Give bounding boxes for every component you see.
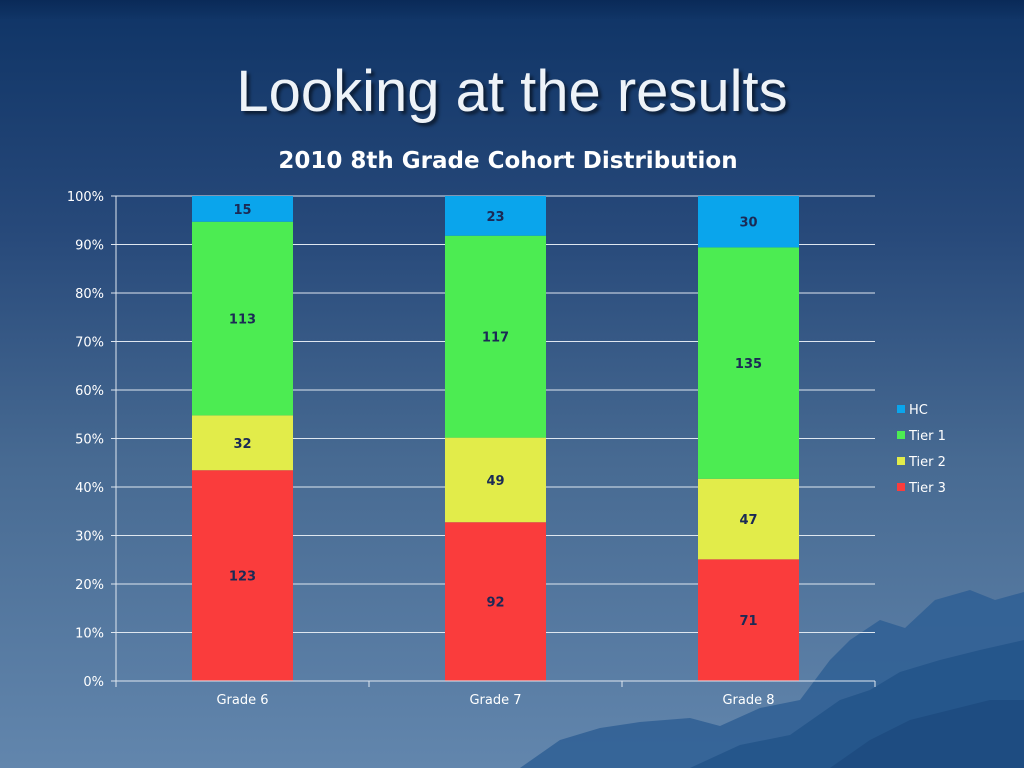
bar-segment bbox=[192, 470, 293, 681]
y-tick-label: 50% bbox=[75, 433, 104, 448]
y-tick-label: 0% bbox=[83, 675, 104, 690]
data-label: 30 bbox=[739, 216, 757, 231]
data-label: 92 bbox=[486, 596, 504, 611]
bar-segment bbox=[445, 196, 546, 236]
bar-segment bbox=[192, 196, 293, 222]
bar-segment bbox=[698, 247, 799, 479]
x-tick-label: Grade 8 bbox=[722, 693, 774, 708]
y-tick-label: 70% bbox=[75, 336, 104, 351]
y-tick-label: 40% bbox=[75, 481, 104, 496]
y-tick-label: 30% bbox=[75, 530, 104, 545]
data-label: 23 bbox=[486, 210, 504, 225]
bar-segment bbox=[445, 522, 546, 681]
y-tick-label: 80% bbox=[75, 287, 104, 302]
slide-title: Looking at the results bbox=[236, 59, 788, 124]
x-tick-label: Grade 6 bbox=[216, 693, 268, 708]
legend-label: Tier 1 bbox=[908, 429, 946, 444]
bars: 123 32 113 15 92 49 117 23 71 47 135 30 bbox=[192, 196, 799, 681]
y-tick-label: 100% bbox=[67, 190, 104, 205]
bar-segment bbox=[192, 221, 293, 416]
data-label: 117 bbox=[482, 331, 509, 346]
y-tick-label: 10% bbox=[75, 627, 104, 642]
bar-segment bbox=[698, 196, 799, 248]
data-label: 32 bbox=[233, 437, 251, 452]
data-label: 15 bbox=[233, 203, 251, 218]
legend-label: HC bbox=[909, 403, 928, 418]
data-label: 49 bbox=[486, 474, 504, 489]
chart-title: 2010 8th Grade Cohort Distribution bbox=[278, 148, 738, 174]
data-label: 123 bbox=[229, 570, 256, 585]
data-label: 47 bbox=[739, 513, 757, 528]
legend-swatch bbox=[897, 431, 905, 439]
bar-segment bbox=[445, 437, 546, 523]
y-tick-label: 20% bbox=[75, 578, 104, 593]
legend-label: Tier 2 bbox=[908, 455, 946, 470]
data-label: 135 bbox=[735, 357, 762, 372]
x-axis: Grade 6 Grade 7 Grade 8 bbox=[115, 680, 876, 708]
bar-segment bbox=[192, 415, 293, 471]
y-tick-label: 60% bbox=[75, 384, 104, 399]
top-band bbox=[0, 0, 1024, 20]
bar-segment bbox=[698, 478, 799, 560]
y-tick-label: 90% bbox=[75, 239, 104, 254]
legend-swatch bbox=[897, 405, 905, 413]
data-label: 113 bbox=[229, 313, 256, 328]
bar-segment bbox=[698, 559, 799, 681]
bar-segment bbox=[445, 235, 546, 438]
legend: HC Tier 1 Tier 2 Tier 3 bbox=[897, 403, 946, 496]
legend-label: Tier 3 bbox=[908, 481, 946, 496]
legend-swatch bbox=[897, 483, 905, 491]
legend-swatch bbox=[897, 457, 905, 465]
x-tick-label: Grade 7 bbox=[469, 693, 521, 708]
y-axis: 0% 10% 20% 30% 40% 50% 60% 70% 80% 90% 100% bbox=[67, 190, 117, 690]
data-label: 71 bbox=[739, 614, 757, 629]
